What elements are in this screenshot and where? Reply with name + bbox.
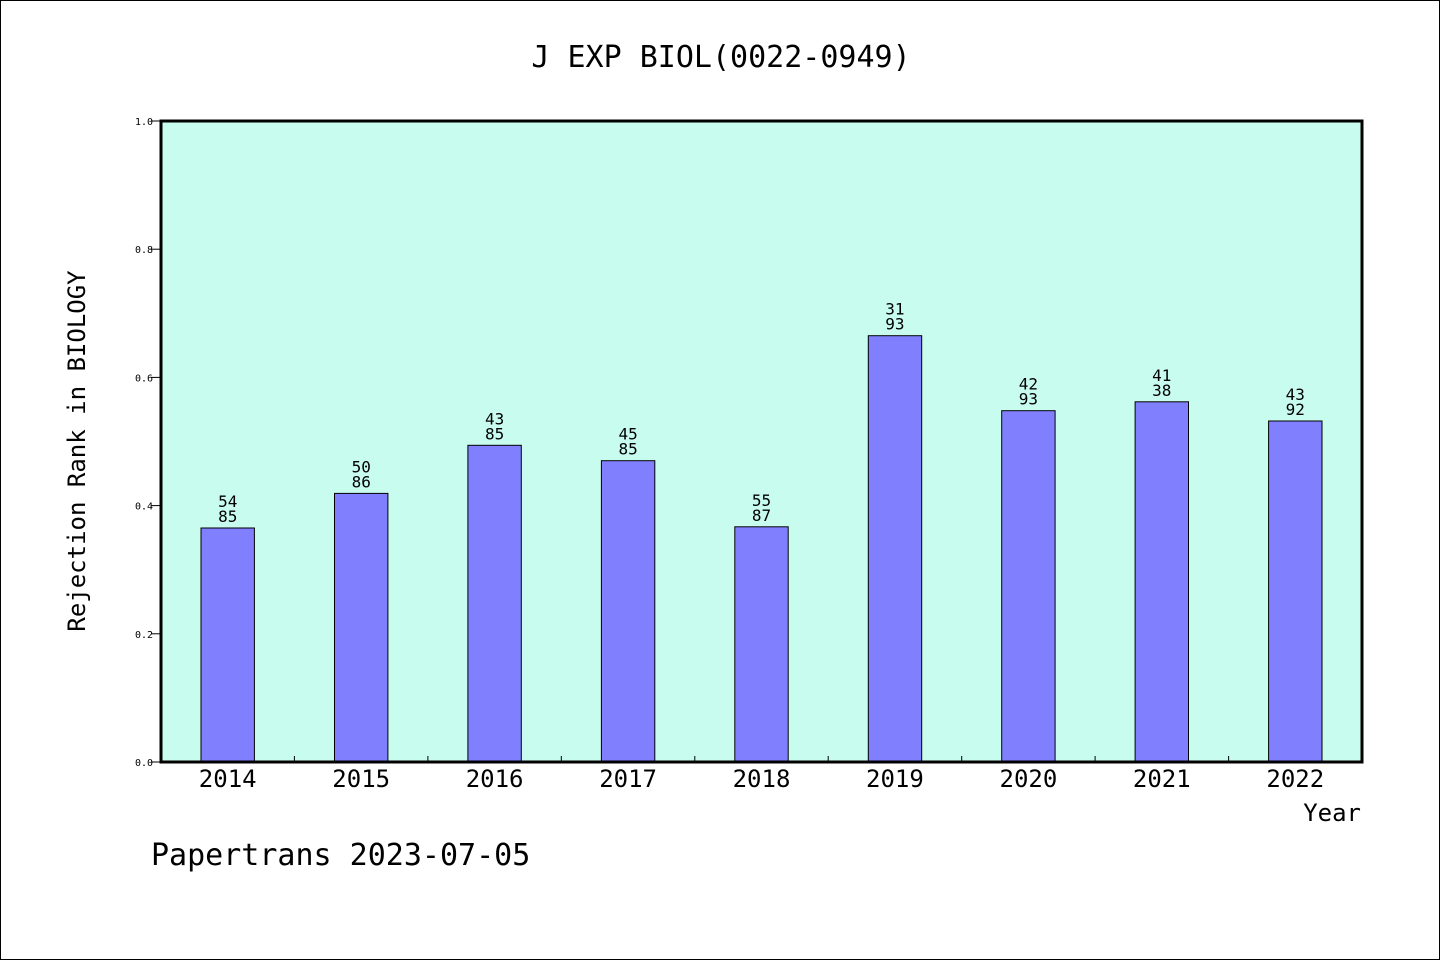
x-tick-label-2021: 2021 <box>1133 765 1191 793</box>
data-label-2022-bottom: 92 <box>1286 400 1305 419</box>
x-axis-ticks: 2014 2015 2016 2017 2018 2019 2020 2021 2022 <box>199 756 1324 793</box>
data-label-2018-top: 55 <box>752 491 771 510</box>
chart-title: J EXP BIOL(0022-0949) <box>531 40 910 75</box>
data-label-2020-bottom: 93 <box>1019 390 1038 409</box>
y-tick-label-0.6: 0.6 <box>135 373 153 384</box>
data-label-2022-top: 43 <box>1286 385 1305 404</box>
data-label-2016-top: 43 <box>485 409 504 428</box>
y-tick-label-0.2: 0.2 <box>135 630 153 641</box>
y-tick-label-0.0: 0.0 <box>135 758 153 769</box>
data-label-2019-bottom: 93 <box>885 315 904 334</box>
y-tick-label-0.4: 0.4 <box>135 502 153 513</box>
x-tick-label-2015: 2015 <box>332 765 390 793</box>
bar-2016 <box>467 444 522 763</box>
data-label-2014-top: 54 <box>218 492 237 511</box>
x-tick-label-2014: 2014 <box>199 765 257 793</box>
bar-2022 <box>1268 420 1323 763</box>
bar-2020 <box>1001 410 1056 763</box>
y-tick-label-1.0: 1.0 <box>135 117 153 128</box>
data-label-2017-top: 45 <box>618 425 637 444</box>
data-label-2018-bottom: 87 <box>752 506 771 525</box>
x-tick-label-2020: 2020 <box>1000 765 1058 793</box>
data-label-2015-bottom: 86 <box>352 472 371 491</box>
x-tick-label-2018: 2018 <box>733 765 791 793</box>
data-label-2019-top: 31 <box>885 300 904 319</box>
data-label-2016-bottom: 85 <box>485 424 504 443</box>
y-axis-label: Rejection Rank in BIOLOGY <box>63 270 91 632</box>
plot-border <box>159 119 1364 764</box>
bar-2018 <box>734 526 789 763</box>
footer-source: Papertrans 2023-07-05 <box>151 838 530 873</box>
x-tick-label-2019: 2019 <box>866 765 924 793</box>
y-tick-label-0.8: 0.8 <box>135 245 153 256</box>
bar-2017 <box>600 460 656 763</box>
data-label-2017-bottom: 85 <box>618 440 637 459</box>
bar-2021 <box>1134 401 1189 763</box>
data-label-2015-top: 50 <box>352 457 371 476</box>
bar-2019 <box>867 335 923 763</box>
bar-2015 <box>334 492 389 763</box>
x-tick-label-2016: 2016 <box>466 765 524 793</box>
x-axis-label: Year <box>1303 799 1361 827</box>
data-label-2021-bottom: 38 <box>1152 381 1171 400</box>
y-axis-ticks: 0.0 0.2 0.4 0.6 0.8 1.0 <box>135 117 161 769</box>
data-label-2021-top: 41 <box>1152 366 1171 385</box>
x-tick-label-2017: 2017 <box>599 765 657 793</box>
bars-group <box>200 335 1323 763</box>
data-label-2020-top: 42 <box>1019 375 1038 394</box>
x-tick-label-2022: 2022 <box>1266 765 1324 793</box>
bar-2014 <box>200 527 255 763</box>
data-label-2014-bottom: 85 <box>218 507 237 526</box>
